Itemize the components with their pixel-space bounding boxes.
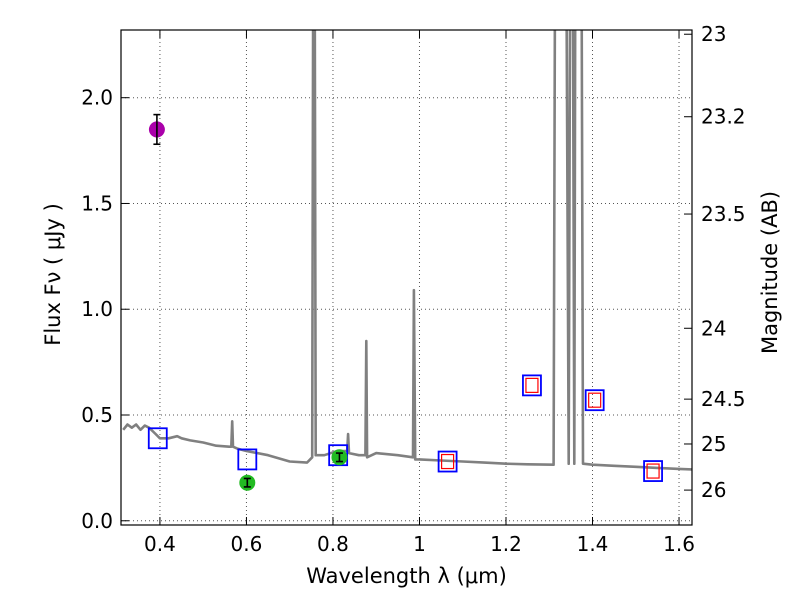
model-box-inner <box>646 463 660 479</box>
axis-ticks: 0.4 0.6 0.8 1 1.2 1.4 1.6 0.0 0.5 1.0 1.5 2.0 23 23.2… <box>81 22 745 556</box>
y2-tick-label: 24 <box>701 316 726 340</box>
y-tick-label: 0.0 <box>81 509 113 533</box>
x-tick-label: 1.6 <box>663 532 695 556</box>
model-box <box>584 389 605 412</box>
y2-tick-label: 24.5 <box>701 387 746 411</box>
model-box <box>237 448 258 471</box>
x-tick-label: 0.4 <box>144 532 176 556</box>
plot-area <box>122 30 692 491</box>
plot-frame <box>120 29 693 526</box>
model-box-inner <box>588 392 602 408</box>
y2-tick-label: 23 <box>701 22 726 46</box>
model-box <box>643 460 663 482</box>
x-axis-label: Wavelength λ (μm) <box>306 564 507 588</box>
y-axis-label: Flux Fν ( μJy ) <box>41 203 65 346</box>
x-tick-label: 1 <box>413 532 426 556</box>
model-spectrum-line <box>122 30 692 471</box>
model-box-inner <box>525 377 539 393</box>
model-box-inner <box>440 453 455 470</box>
x-tick-label: 0.8 <box>317 532 349 556</box>
x-tick-label: 0.6 <box>231 532 263 556</box>
y-tick-label: 0.5 <box>81 403 113 427</box>
y2-tick-label: 26 <box>701 478 726 502</box>
model-box <box>522 374 542 397</box>
model-box <box>147 427 168 450</box>
y-tick-label: 1.0 <box>81 297 113 321</box>
y-tick-label: 2.0 <box>81 86 113 110</box>
x-tick-label: 1.4 <box>577 532 609 556</box>
model-box <box>437 450 458 473</box>
y2-tick-label: 25 <box>701 432 726 456</box>
y-tick-label: 1.5 <box>81 191 113 215</box>
x-tick-label: 1.2 <box>490 532 522 556</box>
y2-tick-label: 23.5 <box>701 202 746 226</box>
y2-axis-label: Magnitude (AB) <box>758 191 782 354</box>
grid <box>121 30 692 525</box>
y2-tick-label: 23.2 <box>701 105 746 129</box>
